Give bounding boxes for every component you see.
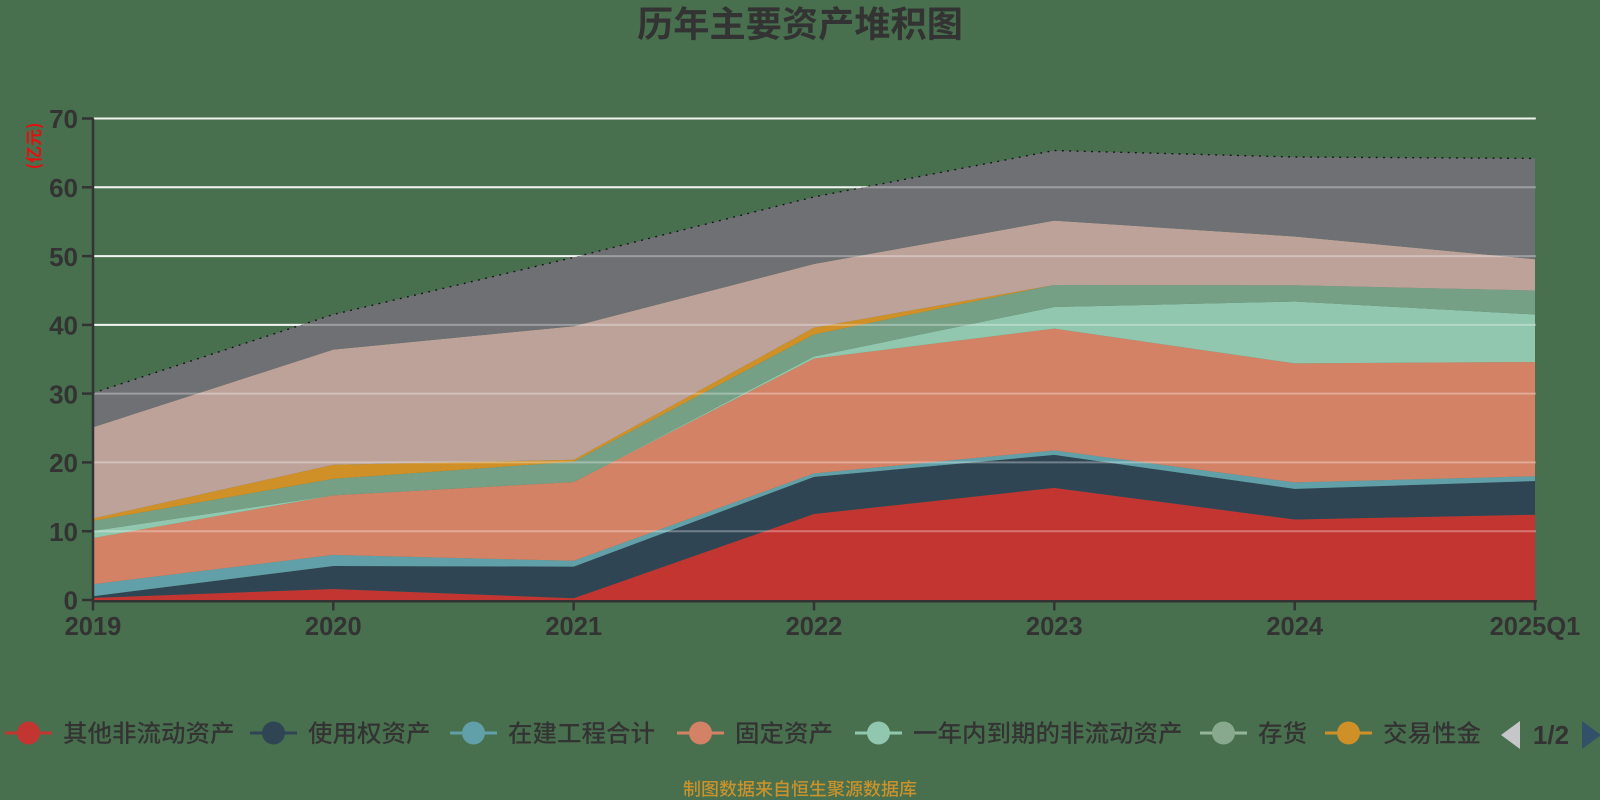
svg-text:70: 70	[49, 104, 78, 134]
svg-text:2020: 2020	[305, 613, 362, 641]
svg-text:60: 60	[49, 173, 78, 203]
svg-text:2022: 2022	[786, 613, 843, 641]
svg-text:2025Q1: 2025Q1	[1490, 613, 1581, 641]
svg-text:0: 0	[64, 586, 78, 616]
svg-text:10: 10	[49, 517, 78, 547]
svg-text:2024: 2024	[1266, 613, 1324, 641]
svg-text:1/2: 1/2	[1533, 720, 1569, 750]
svg-text:40: 40	[49, 311, 78, 341]
svg-text:30: 30	[49, 379, 78, 409]
svg-text:50: 50	[49, 242, 78, 272]
svg-text:2021: 2021	[545, 613, 602, 641]
svg-text:20: 20	[49, 448, 78, 478]
svg-text:2023: 2023	[1026, 613, 1083, 641]
svg-text:2019: 2019	[65, 613, 122, 641]
